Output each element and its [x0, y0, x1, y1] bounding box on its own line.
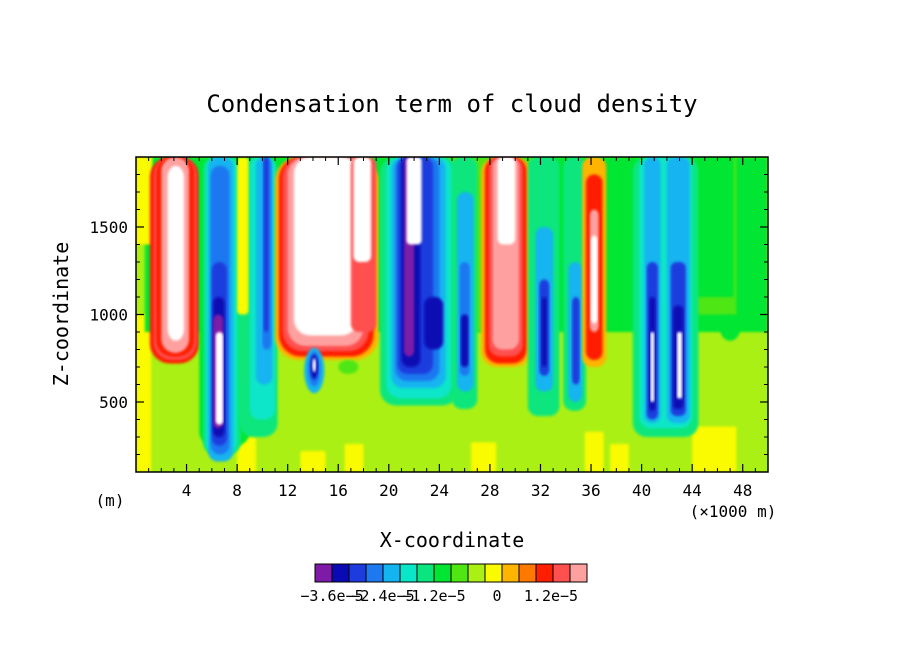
- colorbar-label: 0: [492, 587, 501, 605]
- colorbar-swatch: [416, 563, 435, 583]
- contour-band: [424, 297, 444, 350]
- contour-band: [167, 165, 185, 341]
- contour-band: [237, 157, 249, 315]
- contour-band: [353, 157, 372, 262]
- x-tick-label: 28: [480, 481, 499, 500]
- colorbar-swatch: [314, 563, 333, 583]
- y-unit-label: (m): [96, 491, 125, 510]
- contour-band: [344, 444, 364, 472]
- contour-band: [591, 235, 598, 324]
- colorbar-swatch: [365, 563, 384, 583]
- contour-band: [294, 157, 358, 336]
- colorbar-swatch: [450, 563, 469, 583]
- contour-band: [650, 332, 655, 402]
- contour-band: [215, 332, 224, 425]
- contour-band: [263, 157, 269, 332]
- contour-band: [584, 431, 604, 472]
- colorbar-swatch: [569, 563, 588, 583]
- contour-band: [237, 437, 257, 472]
- x-unit-label: (×1000 m): [690, 502, 777, 521]
- colorbar-swatch: [484, 563, 503, 583]
- colorbar-swatch: [501, 563, 520, 583]
- colorbar: −3.6e−5−2.4e−5−1.2e−5 0 1.2e−5: [300, 563, 588, 605]
- colorbar-swatch: [535, 563, 554, 583]
- contour-band: [497, 157, 516, 245]
- colorbar-label: −3.6e−5: [300, 587, 363, 605]
- y-axis: 500 1000 1500: [89, 174, 768, 455]
- x-tick-label: 32: [531, 481, 550, 500]
- contour-patch: [719, 316, 741, 341]
- contour-band: [136, 157, 153, 245]
- x-tick-label: 12: [278, 481, 297, 500]
- contour-band: [610, 444, 629, 472]
- colorbar-label: −2.4e−5: [351, 587, 414, 605]
- x-axis-label: X-coordinate: [380, 528, 525, 552]
- contour-band: [692, 426, 737, 472]
- x-tick-label: 24: [430, 481, 449, 500]
- colorbar-swatch: [518, 563, 537, 583]
- contour-band: [676, 332, 683, 399]
- x-tick-label: 48: [733, 481, 752, 500]
- x-tick-label: 20: [379, 481, 398, 500]
- colorbar-swatch: [552, 563, 571, 583]
- y-tick-label: 1500: [89, 218, 128, 237]
- y-tick-label: 500: [99, 393, 128, 412]
- x-tick-label: 8: [232, 481, 242, 500]
- colorbar-swatch: [348, 563, 367, 583]
- x-tick-label: 40: [632, 481, 651, 500]
- contour-band: [572, 297, 580, 385]
- contour-band: [541, 297, 547, 367]
- colorbar-swatch: [382, 563, 401, 583]
- x-tick-label: 44: [683, 481, 702, 500]
- contour-band: [406, 157, 422, 245]
- plot-area: [136, 157, 768, 472]
- contour-patch: [338, 360, 359, 374]
- colorbar-swatch: [399, 563, 418, 583]
- colorbar-label: −1.2e−5: [402, 587, 465, 605]
- colorbar-swatch: [433, 563, 452, 583]
- colorbar-swatch: [467, 563, 486, 583]
- y-tick-label: 1000: [89, 306, 128, 325]
- x-axis: 4 8 12 16 20 24 28 32 36 40 44 48: [148, 157, 756, 500]
- contour-band: [460, 314, 469, 367]
- colorbar-label: 1.2e−5: [524, 587, 578, 605]
- contour-patch: [312, 358, 317, 373]
- contour-band: [300, 451, 326, 472]
- x-tick-label: 4: [182, 481, 192, 500]
- y-axis-label: Z-coordinate: [49, 242, 73, 387]
- colorbar-swatch: [331, 563, 350, 583]
- x-tick-label: 16: [329, 481, 348, 500]
- contour-field: [136, 157, 768, 472]
- contour-band: [470, 442, 497, 472]
- contour-band: [692, 157, 734, 297]
- contour-band: [136, 314, 152, 472]
- x-tick-label: 36: [581, 481, 600, 500]
- chart-title: Condensation term of cloud density: [206, 90, 697, 118]
